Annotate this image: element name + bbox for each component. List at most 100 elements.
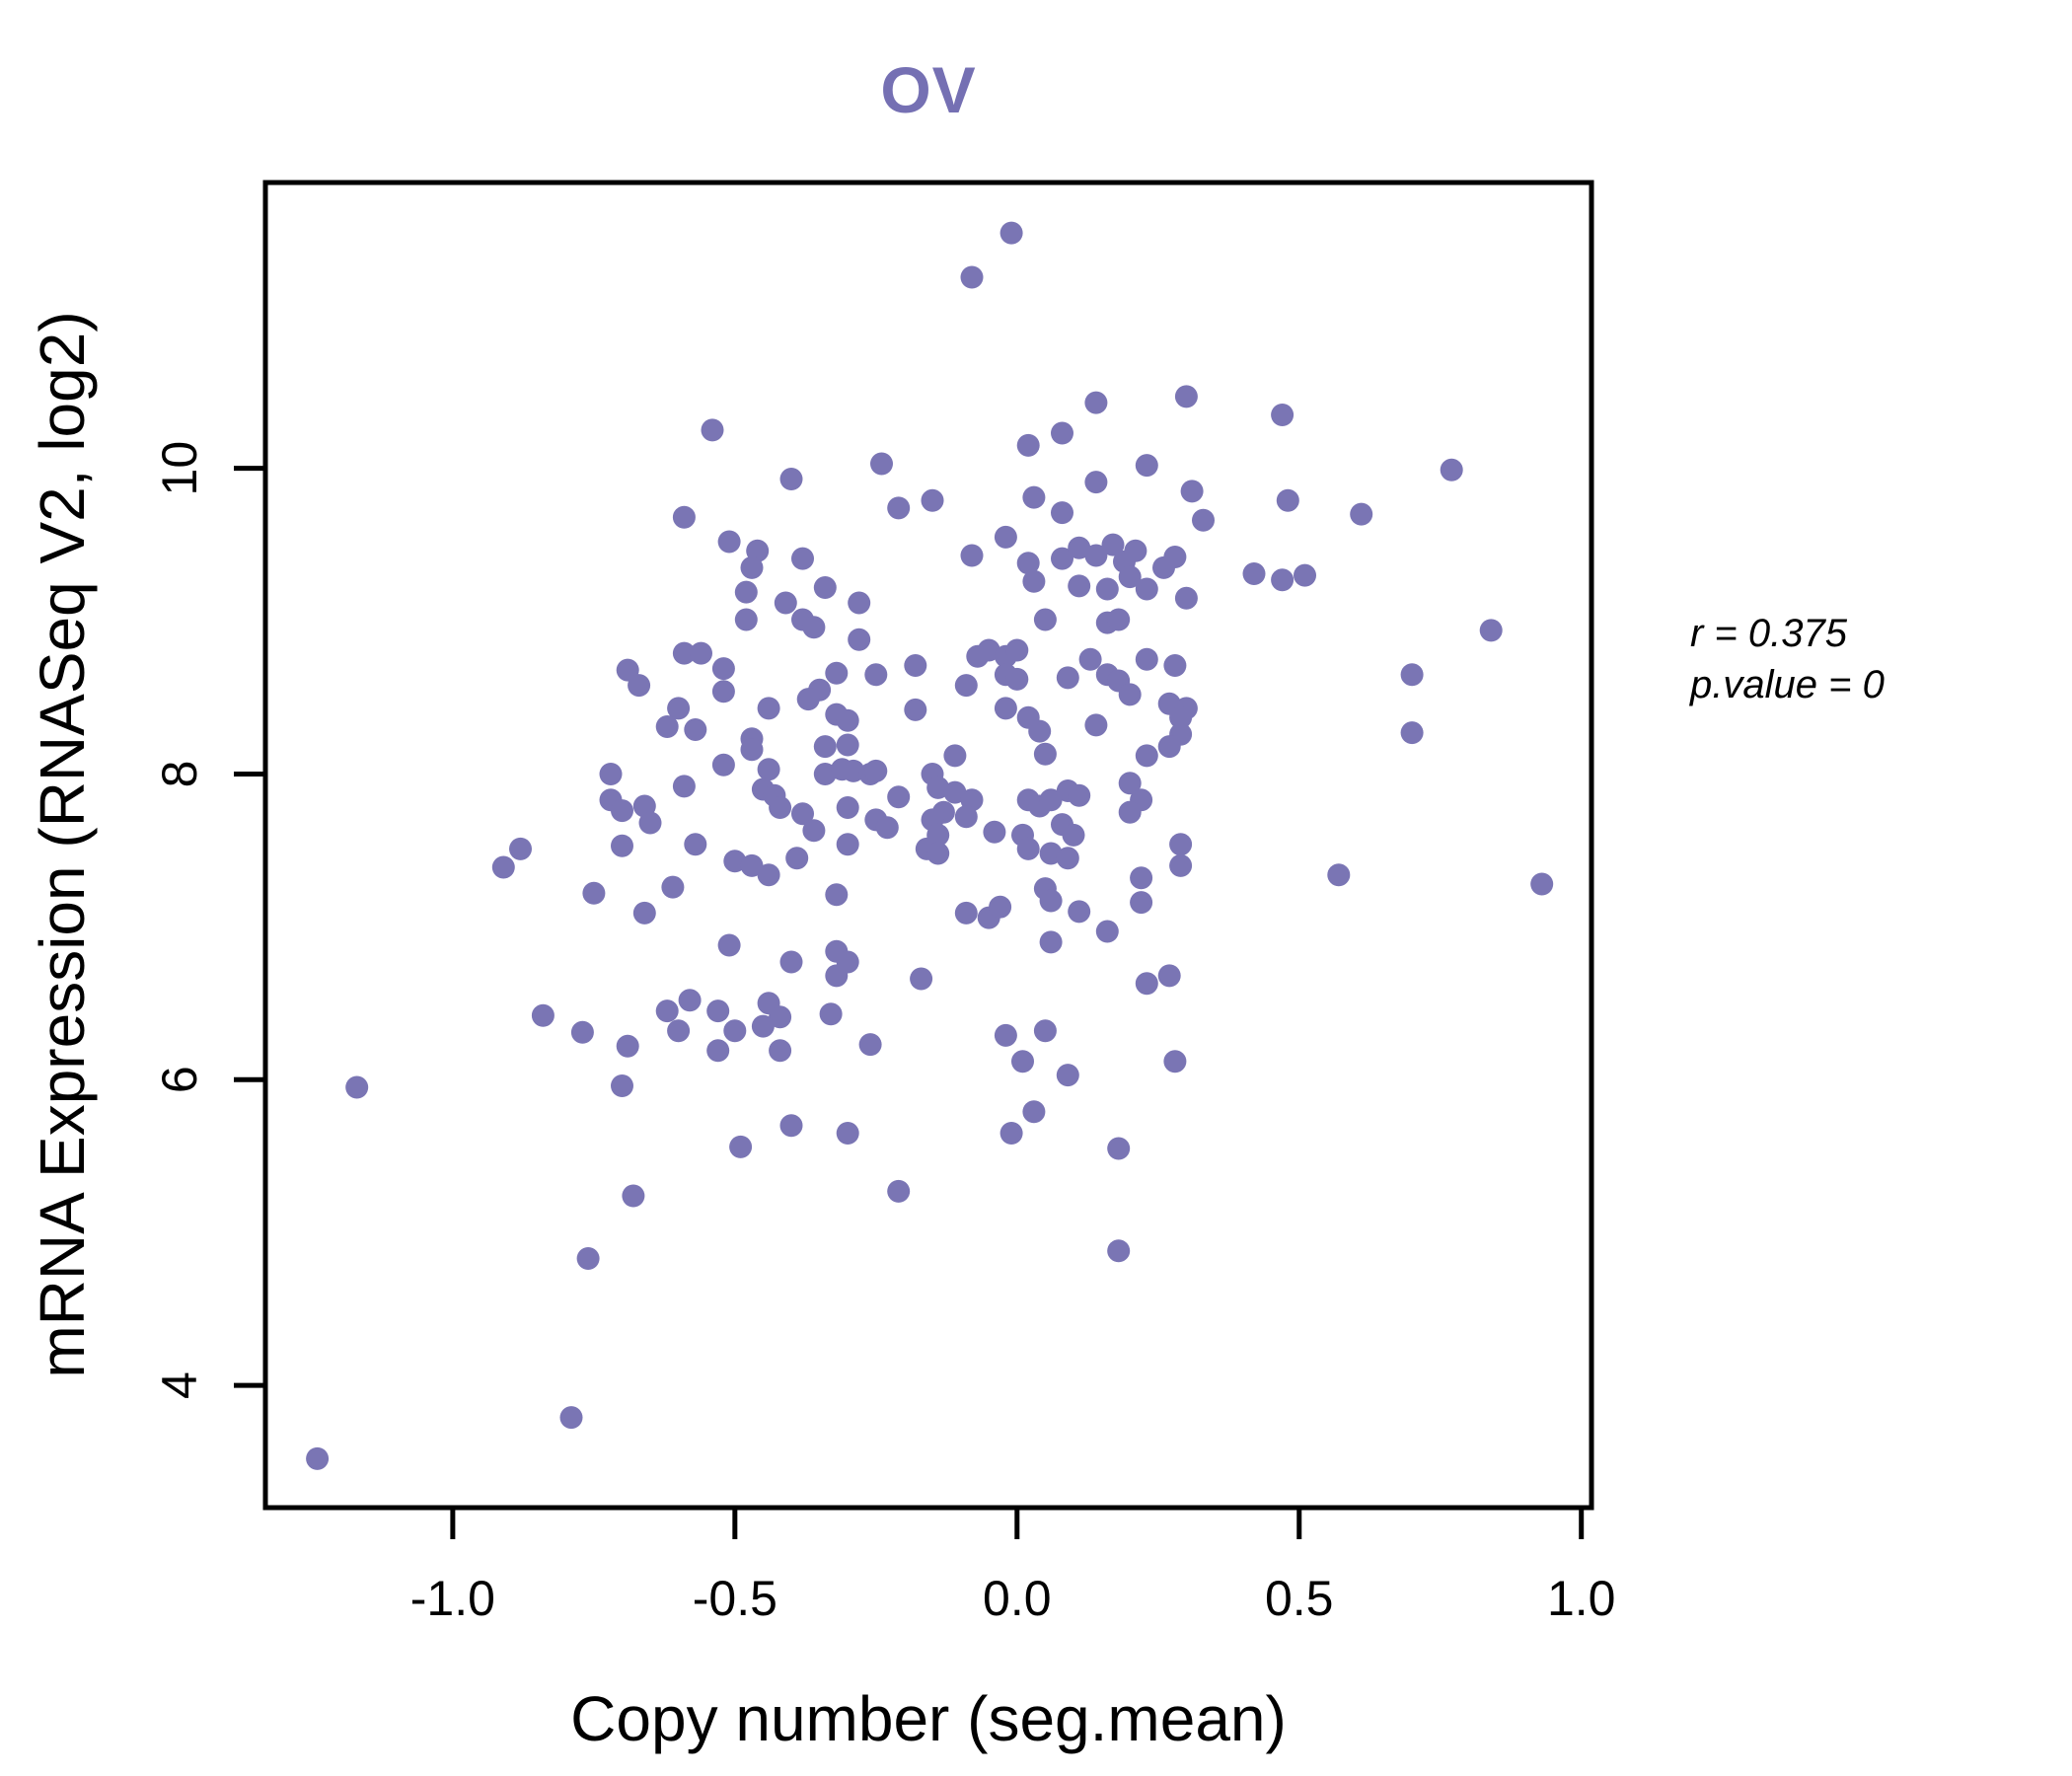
- data-point: [711, 680, 735, 703]
- data-point: [791, 802, 814, 826]
- data-point: [1084, 544, 1108, 567]
- data-point: [1169, 853, 1193, 877]
- data-point: [1118, 772, 1142, 795]
- y-tick-label: 8: [152, 761, 207, 788]
- data-point: [734, 608, 758, 631]
- data-point: [836, 733, 859, 757]
- data-point: [1135, 577, 1158, 601]
- data-point: [785, 847, 809, 870]
- data-point: [999, 1122, 1023, 1145]
- data-point: [740, 853, 764, 877]
- data-point: [622, 1184, 645, 1208]
- data-point: [858, 1033, 882, 1057]
- data-point: [1084, 713, 1108, 737]
- data-point: [706, 999, 730, 1023]
- data-point: [926, 842, 950, 865]
- data-point: [779, 950, 803, 974]
- data-point: [723, 1019, 747, 1043]
- data-point: [1327, 863, 1351, 887]
- x-tick-label: -1.0: [410, 1571, 495, 1626]
- data-point: [1350, 502, 1373, 526]
- correlation-r-text: r = 0.375: [1690, 612, 1848, 655]
- data-point: [611, 1074, 633, 1097]
- data-point: [1039, 889, 1063, 913]
- data-point: [791, 547, 814, 570]
- data-point: [825, 661, 849, 685]
- data-point: [1101, 533, 1125, 556]
- data-point: [667, 697, 691, 720]
- data-point: [813, 735, 837, 759]
- data-point: [684, 718, 707, 741]
- data-point: [1124, 539, 1147, 562]
- data-point: [864, 759, 888, 782]
- data-point: [796, 688, 820, 711]
- data-point: [1169, 833, 1193, 856]
- data-point: [989, 895, 1012, 919]
- data-point: [813, 576, 837, 599]
- data-point: [740, 555, 764, 579]
- y-tick-label: 4: [152, 1371, 207, 1399]
- data-point: [690, 641, 712, 665]
- data-point: [1118, 683, 1142, 706]
- data-point: [1016, 837, 1040, 860]
- data-point: [1271, 404, 1295, 426]
- data-point: [1062, 823, 1085, 847]
- data-point: [1174, 385, 1198, 408]
- data-point: [1056, 666, 1079, 690]
- data-point: [825, 883, 849, 907]
- data-point: [954, 805, 978, 829]
- data-point: [1056, 1064, 1079, 1087]
- data-point: [1022, 569, 1046, 593]
- data-point: [655, 715, 679, 738]
- data-point: [531, 1003, 555, 1027]
- data-point: [1078, 647, 1102, 671]
- data-point: [1028, 719, 1052, 743]
- data-point: [960, 544, 984, 567]
- data-point: [1157, 964, 1181, 988]
- data-point: [836, 833, 859, 856]
- data-point: [1051, 547, 1073, 570]
- plot-title: OV: [880, 53, 977, 126]
- data-point: [1169, 705, 1193, 729]
- data-point: [1033, 1019, 1057, 1043]
- data-point: [1068, 574, 1091, 598]
- correlation-annotation: r = 0.375 p.value = 0: [1690, 608, 1885, 710]
- y-tick-label: 6: [152, 1066, 207, 1093]
- data-point: [1068, 900, 1091, 924]
- data-point: [983, 820, 1006, 844]
- data-point: [819, 1002, 843, 1026]
- data-point: [1056, 847, 1079, 870]
- data-point: [1192, 508, 1215, 532]
- data-point: [960, 265, 984, 289]
- data-point: [999, 221, 1023, 245]
- data-point: [1068, 536, 1091, 559]
- data-point: [757, 863, 780, 887]
- data-point: [1135, 454, 1158, 478]
- data-point: [1400, 663, 1424, 687]
- data-point: [1095, 577, 1119, 601]
- data-point: [1051, 421, 1073, 445]
- data-point: [1022, 485, 1046, 509]
- data-point: [994, 1023, 1017, 1047]
- data-point: [1022, 1100, 1046, 1124]
- data-point: [757, 758, 780, 781]
- data-point: [1180, 480, 1204, 503]
- data-point: [769, 1005, 792, 1029]
- data-point: [559, 1406, 583, 1430]
- data-point: [751, 1014, 775, 1038]
- data-point: [1130, 866, 1153, 890]
- data-point: [611, 834, 633, 857]
- data-point: [570, 1020, 594, 1044]
- data-point: [717, 530, 741, 554]
- data-point: [1005, 638, 1029, 662]
- data-point: [848, 591, 871, 615]
- data-point: [910, 967, 933, 991]
- data-point: [661, 875, 685, 899]
- data-point: [1095, 920, 1119, 943]
- data-point: [870, 452, 893, 476]
- data-point: [1005, 667, 1029, 691]
- data-point: [836, 1122, 859, 1145]
- data-point: [1163, 654, 1187, 677]
- data-point: [836, 708, 859, 732]
